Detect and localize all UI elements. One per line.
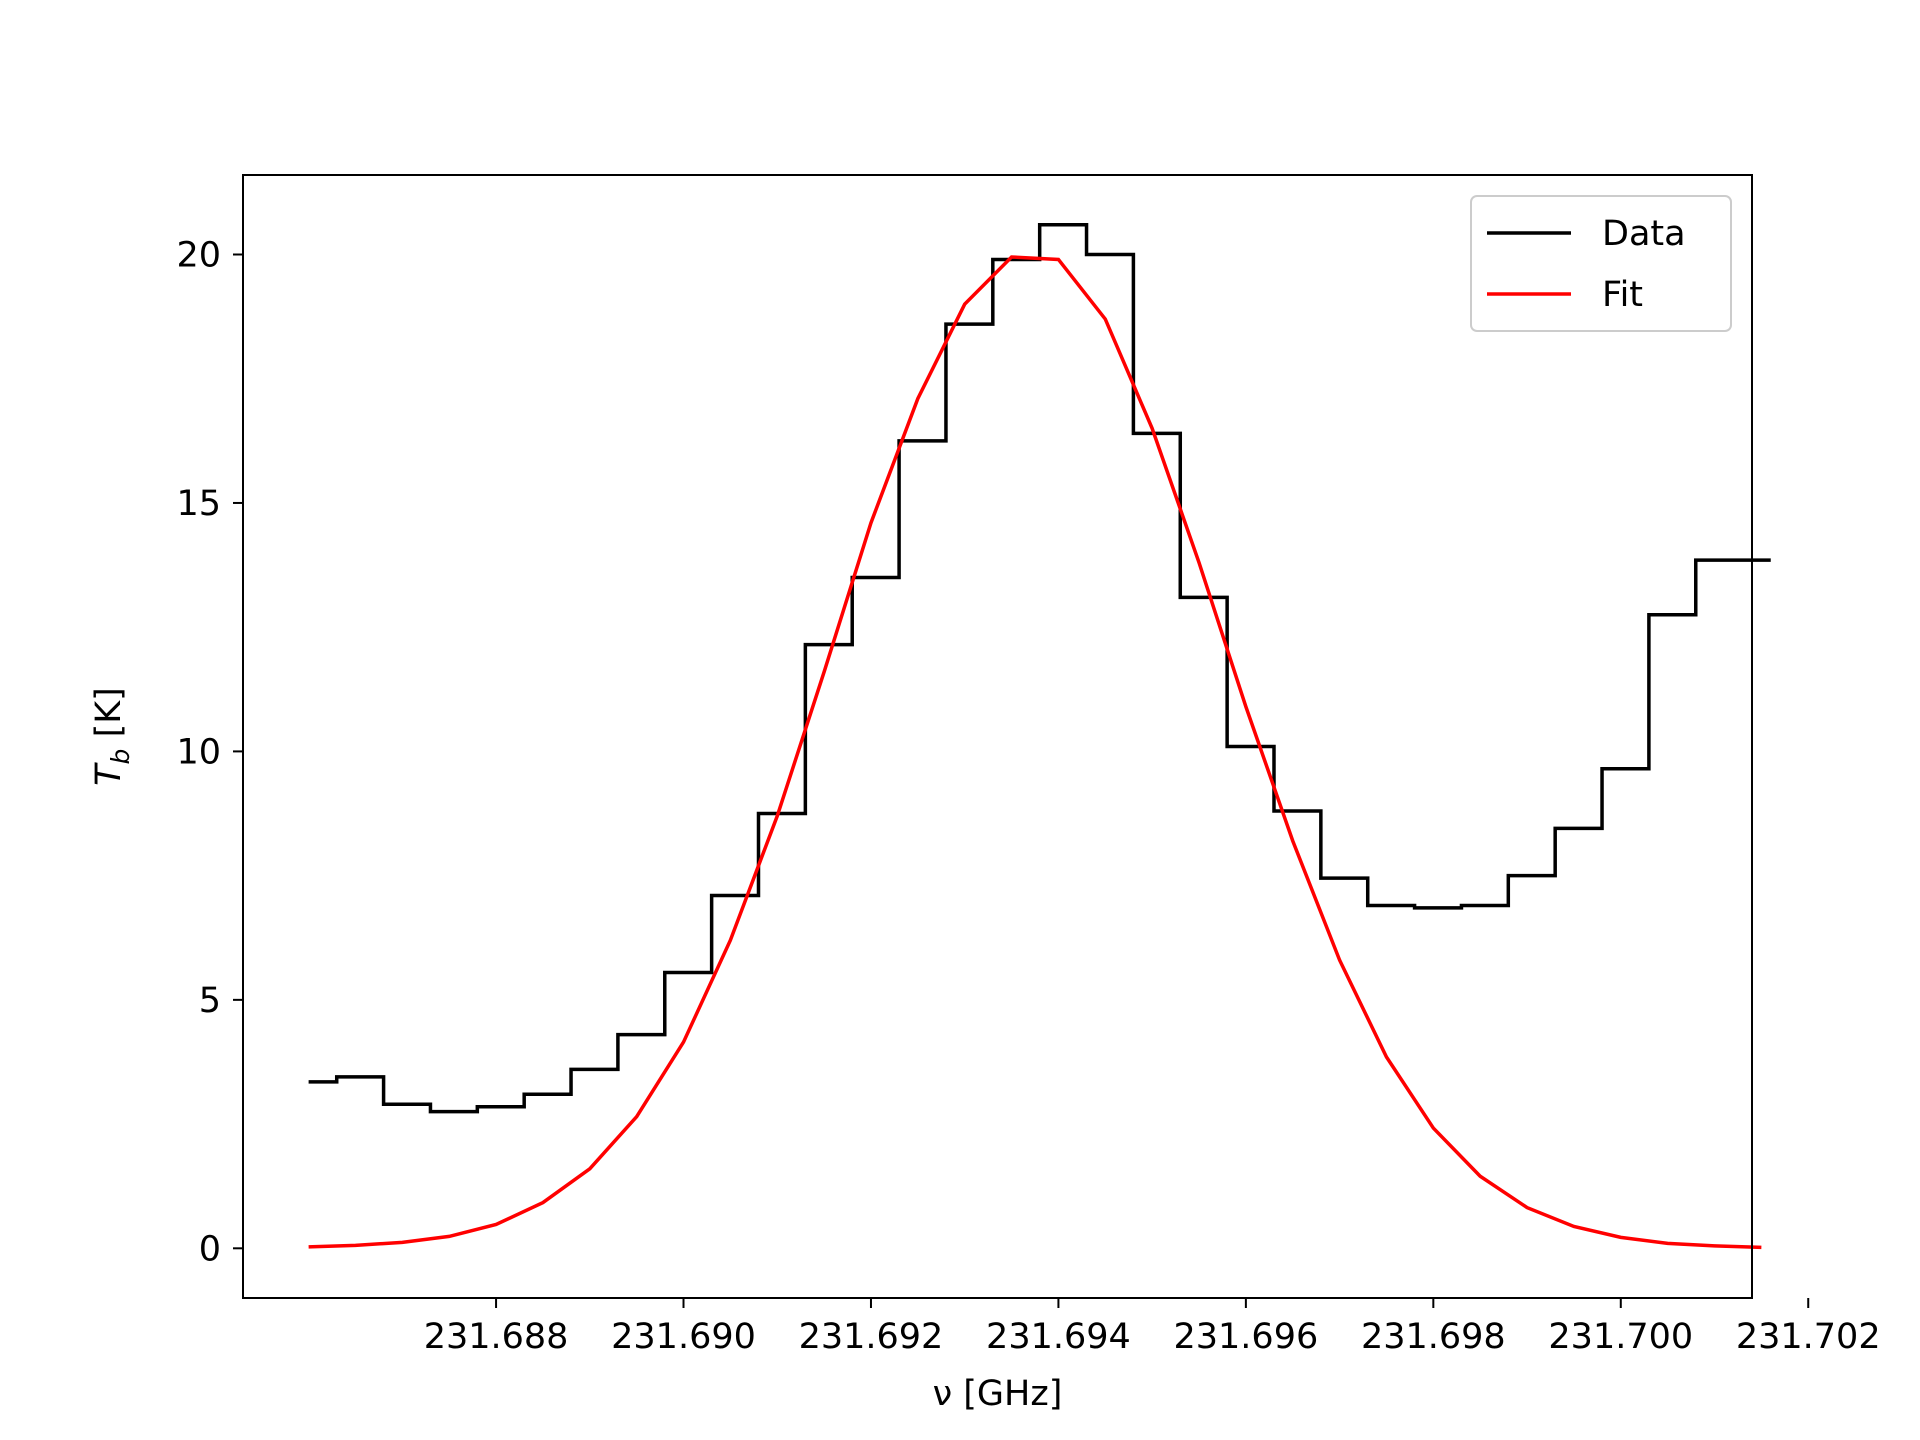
x-tick-label: 231.688 <box>424 1317 569 1357</box>
x-axis: 231.688 231.690 231.692 231.694 231.696 231.6… <box>424 1298 1881 1357</box>
plot-area <box>308 222 1771 1250</box>
legend-label-fit: Fit <box>1602 275 1643 315</box>
y-axis-label-subscript: b <box>106 749 135 765</box>
y-axis: 0 5 10 15 20 <box>176 236 243 1269</box>
series-line-data <box>308 222 1771 1114</box>
x-tick-label: 231.702 <box>1736 1317 1881 1357</box>
legend: Data Fit <box>1470 195 1732 332</box>
x-tick-label: 231.692 <box>799 1317 944 1357</box>
y-tick-label: 0 <box>199 1229 221 1269</box>
x-tick-label: 231.690 <box>611 1317 756 1357</box>
y-axis-label-main: T <box>89 762 129 786</box>
x-tick-label: 231.698 <box>1361 1317 1506 1357</box>
y-tick-label: 5 <box>199 981 221 1021</box>
x-tick-label: 231.694 <box>986 1317 1131 1357</box>
x-tick-label: 231.696 <box>1174 1317 1319 1357</box>
series-line-fit <box>308 255 1762 1250</box>
y-tick-label: 10 <box>176 732 221 772</box>
y-axis-label-unit: [K] <box>89 687 129 748</box>
x-axis-label: ν [GHz] <box>933 1374 1063 1414</box>
y-axis-label: Tb [K] <box>89 687 135 786</box>
y-tick-label: 15 <box>176 484 221 524</box>
legend-label-data: Data <box>1602 214 1686 254</box>
y-tick-label: 20 <box>176 236 221 276</box>
legend-box <box>1470 195 1732 332</box>
x-tick-label: 231.700 <box>1548 1317 1693 1357</box>
plot-frame <box>242 174 1753 1299</box>
